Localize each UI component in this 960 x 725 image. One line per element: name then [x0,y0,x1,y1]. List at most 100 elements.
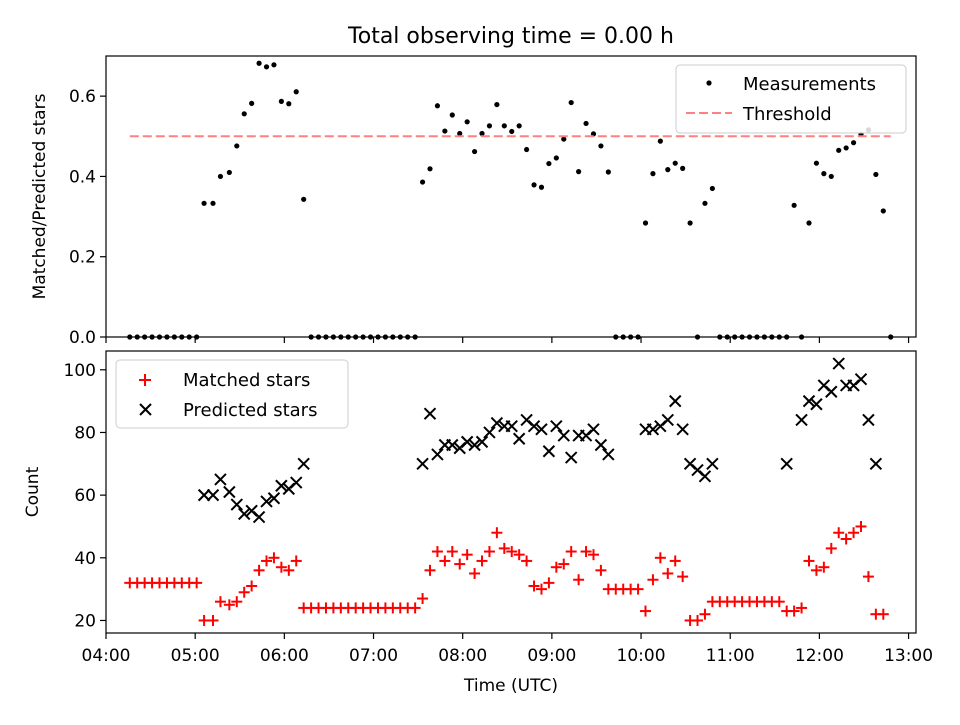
legend-predicted-marker [139,403,152,416]
measurement-point [286,101,292,107]
matched-star-point [558,558,570,570]
matched-star-point [261,555,273,567]
bottom-plot-marks [124,357,889,626]
measurement-point [583,120,589,127]
predicted-star-point [230,498,243,511]
measurement-point [293,89,299,95]
y-tick-label: 0.2 [69,248,96,268]
matched-star-point [840,533,852,545]
matched-star-point [476,555,488,567]
measurement-point [821,171,827,177]
measurement-point [301,196,307,202]
x-tick-label: 09:00 [527,646,576,666]
measurement-point [806,220,812,226]
predicted-star-point [594,438,608,452]
matched-star-point [543,577,555,589]
measurement-point [494,101,500,108]
predicted-star-point [661,413,675,427]
predicted-star-point [275,479,288,492]
matched-star-point [223,599,235,611]
measurement-point [531,182,537,188]
measurement-point [442,128,448,134]
predicted-star-point [512,432,526,445]
predicted-star-point [535,423,548,436]
matched-star-point [669,555,681,567]
legend-predicted-label: Predicted stars [183,400,317,421]
predicted-star-point [416,457,429,471]
measurement-point [672,160,678,166]
matched-star-point [810,564,822,576]
legend-measurements-label: Measurements [743,74,876,95]
bottom-panel: 20 40 60 80 100 04:00 05:00 06:00 07:00 08:00 09:0… [23,350,933,696]
matched-star-point [565,546,577,558]
predicted-star-point [197,488,211,502]
measurement-point [501,123,507,129]
matched-star-point [788,605,800,617]
matched-star-point [409,602,421,614]
matched-star-point [855,520,867,532]
measurement-point [709,185,715,192]
x-tick-label: 12:00 [795,646,844,666]
matched-star-point [283,564,295,576]
predicted-star-point [557,429,570,442]
measurement-point [263,64,270,70]
measurement-point [509,128,515,135]
measurement-point [524,146,530,153]
predicted-star-point [862,413,875,427]
predicted-star-point [832,357,845,370]
matched-star-point [640,605,652,617]
predicted-star-point [669,394,682,408]
matched-star-point [803,555,815,567]
top-plot-marks [127,60,894,340]
x-tick-label: 04:00 [82,646,131,666]
top-axes-frame [105,55,917,338]
predicted-star-point [698,470,712,483]
x-tick-label: 11:00 [706,646,755,666]
measurement-point [226,169,232,176]
predicted-star-point [780,457,793,471]
matched-star-point [877,608,889,620]
matched-star-point [431,546,443,558]
predicted-star-point [505,419,518,433]
matched-star-point [214,596,226,608]
top-panel: 0.0 0.2 0.4 0.6 Matched/Predicted stars Mea… [30,55,917,348]
predicted-star-point [460,435,474,449]
matched-star-point [424,564,436,576]
predicted-star-point [475,435,489,449]
matched-star-point [469,567,481,579]
matched-star-point [587,549,599,561]
measurement-point [642,220,649,226]
matched-star-point [191,577,203,589]
matched-star-point [290,555,302,567]
measurement-point [201,200,207,206]
matched-star-point [573,574,585,586]
measurement-point [657,138,663,144]
y-tick-label: 60 [74,486,96,506]
matched-star-point [498,542,510,554]
predicted-star-point [431,448,444,461]
top-chart-title: Total observing time = 0.00 h [347,24,674,49]
legend-threshold-label: Threshold [742,104,832,125]
measurement-point [241,111,247,117]
matched-star-point [699,608,711,620]
measurement-point [568,99,574,106]
matched-star-point [662,567,674,579]
predicted-star-point [542,445,556,458]
matched-star-point [491,527,503,539]
predicted-star-point [252,510,266,524]
x-tick-label: 05:00 [171,646,220,666]
matched-star-point [833,527,845,539]
bottom-legend: Matched stars Predicted stars [115,359,349,429]
measurement-point [873,171,879,178]
matched-star-point [246,580,258,592]
predicted-star-point [297,457,310,471]
matched-star-point [796,602,808,614]
predicted-star-point [854,372,868,386]
predicted-star-point [223,485,236,499]
measurement-point [553,155,559,161]
predicted-star-point [587,423,600,436]
measurement-point [471,148,478,155]
measurement-point [249,100,255,106]
measurement-point [836,147,842,153]
matched-star-point [521,555,533,567]
